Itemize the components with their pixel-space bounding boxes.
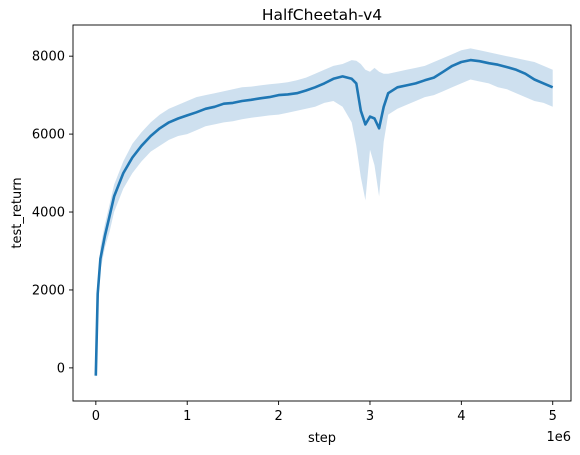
y-tick-label: 4000	[32, 206, 65, 221]
x-tick-label: 1	[183, 409, 191, 424]
x-tick-label: 0	[92, 409, 100, 424]
x-tick-label: 4	[457, 409, 465, 424]
series-confidence-band	[95, 48, 553, 382]
series-line	[94, 58, 554, 376]
x-axis-offset-text: 1e6	[546, 430, 571, 445]
y-tick-label: 2000	[32, 283, 65, 298]
x-tick-label: 5	[549, 409, 557, 424]
y-tick-label: 6000	[32, 128, 65, 143]
y-tick-label: 8000	[32, 50, 65, 65]
x-tick-label: 3	[366, 409, 374, 424]
y-axis-ticks: 0 2000 4000 6000 8000	[32, 50, 73, 376]
y-tick-label: 0	[57, 361, 65, 376]
x-tick-label: 2	[274, 409, 282, 424]
axes-frame	[72, 24, 572, 402]
series-line-layer	[94, 58, 554, 376]
chart-title: HalfCheetah-v4	[262, 6, 382, 24]
x-axis-label: step	[308, 431, 336, 446]
confidence-band-layer	[95, 48, 553, 382]
x-axis-ticks: 0 1 2 3 4 5	[92, 401, 557, 424]
y-axis-label: test_return	[10, 177, 25, 248]
